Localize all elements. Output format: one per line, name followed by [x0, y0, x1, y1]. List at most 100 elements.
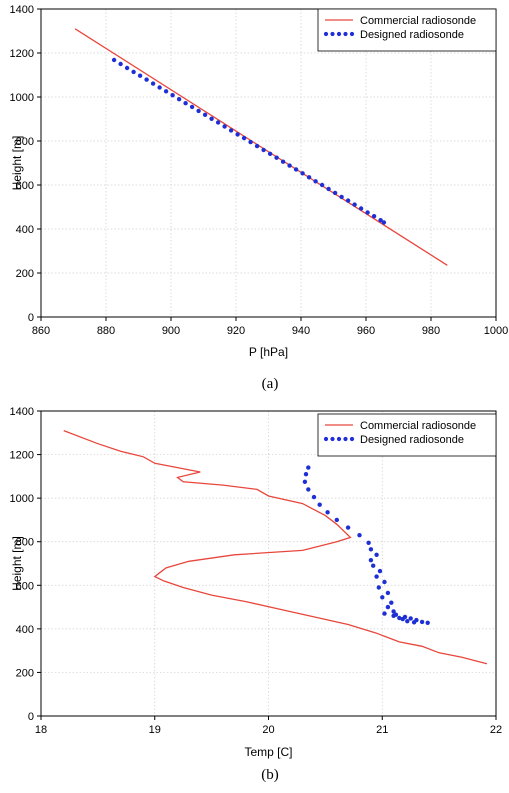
series-point: [380, 595, 385, 600]
legend-swatch-dot: [343, 31, 348, 37]
legend-label: Designed radiosonde: [360, 434, 464, 446]
series-point: [248, 139, 253, 145]
series-point: [209, 116, 214, 122]
series-point: [300, 171, 305, 176]
series-point: [352, 202, 357, 207]
series-point: [302, 479, 308, 484]
y-tick-label: 800: [16, 136, 34, 148]
series-point: [366, 540, 371, 545]
legend: Commercial radiosonde Designed radiosonde: [317, 8, 497, 52]
series-point: [365, 210, 370, 215]
series-line-0: [63, 429, 488, 665]
series-point: [391, 609, 396, 614]
series-point: [381, 220, 387, 225]
series-point: [137, 73, 143, 78]
legend-box: [317, 413, 497, 457]
series-point: [111, 57, 117, 63]
series-point: [189, 104, 195, 110]
legend-label: Designed radiosonde: [360, 29, 464, 41]
series-point: [368, 558, 374, 563]
series-point: [378, 218, 383, 223]
legend-swatch-dot: [336, 31, 342, 37]
y-tick-label: 200: [16, 667, 34, 679]
series-line-0: [74, 28, 448, 266]
legend-swatch-dot: [343, 436, 348, 442]
y-tick-label: 1400: [10, 4, 34, 16]
series-point: [306, 175, 312, 180]
x-tick-label: 880: [97, 325, 115, 337]
legend-swatch-dot: [330, 436, 335, 442]
caption-b: (b): [261, 767, 279, 783]
x-tick-label: 20: [262, 724, 274, 736]
series-point: [306, 487, 311, 492]
series-point: [157, 85, 162, 90]
y-tick-label: 0: [28, 312, 34, 324]
series-point: [311, 494, 317, 500]
series-point: [339, 194, 344, 200]
series-point: [313, 179, 318, 184]
x-tick-label: 1000: [484, 325, 508, 337]
series-point: [170, 93, 175, 98]
x-tick-label: 980: [422, 325, 440, 337]
x-tick-label: 22: [490, 724, 502, 736]
series-point: [254, 143, 260, 149]
series-point: [391, 613, 396, 618]
y-tick-label: 0: [28, 711, 34, 723]
series-point: [382, 579, 387, 585]
legend-label: Commercial radiosonde: [360, 15, 476, 27]
legend-label: Commercial radiosonde: [360, 420, 476, 432]
series-point: [405, 619, 410, 624]
series-point: [235, 132, 240, 137]
y-tick-label: 800: [16, 537, 34, 549]
series-point: [389, 600, 394, 605]
plot-frame: [40, 8, 497, 318]
y-tick-label: 600: [16, 180, 34, 192]
series-point: [400, 616, 405, 622]
series-point: [385, 590, 391, 596]
x-tick-label: 18: [35, 724, 47, 736]
legend-swatch-dot: [323, 436, 329, 442]
y-tick-label: 400: [16, 224, 34, 236]
series-point: [267, 151, 273, 156]
series-point: [371, 563, 376, 568]
y-axis-label: Height [m]: [10, 536, 24, 591]
series-point: [326, 186, 331, 192]
series-point: [293, 167, 299, 172]
legend-swatch-dot: [349, 436, 355, 442]
series-point: [377, 568, 383, 574]
series-point: [196, 108, 201, 114]
series-point: [397, 615, 402, 621]
x-axis-label: Temp [C]: [244, 745, 292, 759]
series-point: [425, 620, 430, 625]
y-tick-label: 1400: [10, 406, 34, 418]
series-point: [419, 619, 425, 625]
series-point: [303, 472, 309, 477]
legend-swatch-dot: [323, 31, 329, 37]
series-point: [371, 214, 377, 219]
series-point: [274, 155, 279, 160]
series-point: [408, 616, 413, 621]
series-point: [183, 101, 188, 106]
series-point: [374, 552, 379, 557]
series-point: [222, 124, 227, 129]
series-point: [280, 159, 286, 164]
chart-a: 860 880 900 920 940 960 980 1000 0 200 400 600 800 10…: [10, 4, 509, 359]
y-tick-label: 1200: [10, 48, 34, 60]
series-point: [332, 190, 338, 196]
series-point: [345, 198, 351, 203]
chart-b: 18 19 20 21 22 0 200 400 600 800 1000 1200 1400 Temp …: [10, 406, 503, 759]
series-point: [202, 112, 208, 118]
series-point: [319, 182, 325, 188]
series-point: [144, 77, 149, 82]
series-point: [345, 525, 351, 530]
y-tick-label: 1000: [10, 92, 34, 104]
series-point: [163, 89, 169, 94]
y-tick-label: 200: [16, 268, 34, 280]
x-tick-label: 900: [162, 325, 180, 337]
series-point: [317, 502, 322, 507]
series-point: [358, 206, 364, 211]
legend-swatch-dot: [336, 436, 342, 442]
legend: Commercial radiosonde Designed radiosonde: [317, 413, 497, 457]
series-point: [228, 128, 234, 133]
